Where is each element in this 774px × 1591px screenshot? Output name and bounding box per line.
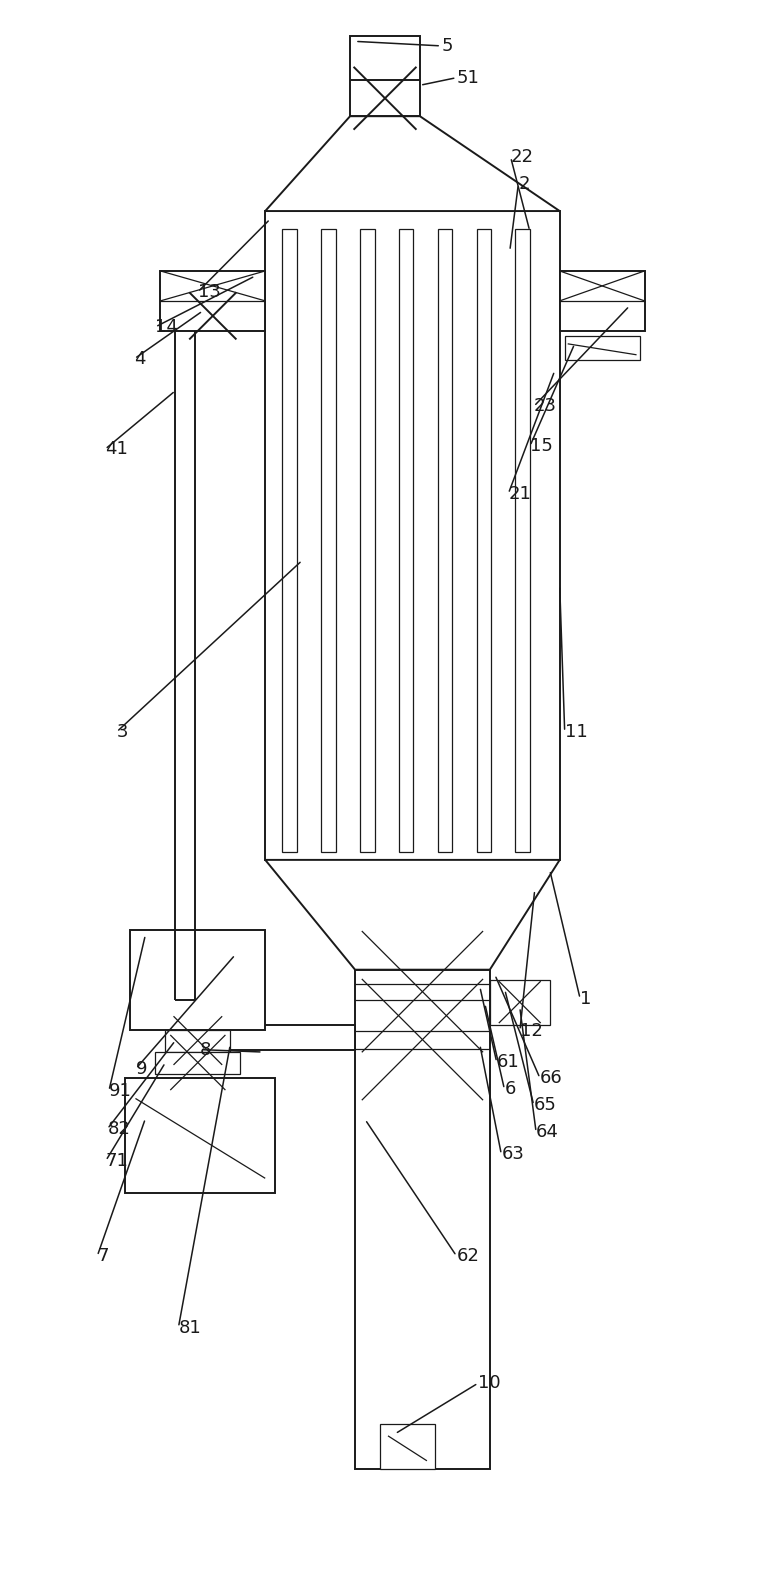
Text: 64: 64 <box>536 1123 559 1141</box>
Text: 71: 71 <box>106 1152 128 1169</box>
Text: 9: 9 <box>136 1060 147 1077</box>
Bar <box>170 1025 355 1050</box>
Text: 51: 51 <box>457 68 479 86</box>
Bar <box>360 229 375 851</box>
Text: 1: 1 <box>580 990 591 1007</box>
Polygon shape <box>265 116 560 212</box>
Text: 23: 23 <box>534 398 557 415</box>
Bar <box>156 1052 240 1074</box>
Bar <box>399 229 413 851</box>
Bar <box>350 37 420 116</box>
Text: 61: 61 <box>497 1053 519 1071</box>
Bar <box>265 212 560 859</box>
Text: 66: 66 <box>540 1069 563 1087</box>
Bar <box>437 229 452 851</box>
Bar <box>160 270 265 331</box>
Bar <box>565 336 639 360</box>
Bar <box>282 229 296 851</box>
Text: 81: 81 <box>178 1319 201 1336</box>
Text: 10: 10 <box>478 1375 501 1392</box>
Bar <box>125 1079 276 1193</box>
Text: 11: 11 <box>565 722 587 741</box>
Bar <box>490 980 550 1025</box>
Bar <box>131 929 265 1029</box>
Text: 6: 6 <box>505 1080 515 1098</box>
Bar <box>380 1424 435 1468</box>
Text: 14: 14 <box>156 318 178 336</box>
Bar <box>515 229 530 851</box>
Text: 13: 13 <box>197 283 221 301</box>
Bar <box>166 1029 231 1052</box>
Text: 2: 2 <box>519 175 530 193</box>
Polygon shape <box>265 859 560 969</box>
Text: 41: 41 <box>105 441 128 458</box>
Text: 65: 65 <box>534 1096 557 1114</box>
Text: 63: 63 <box>502 1146 524 1163</box>
Text: 22: 22 <box>511 148 533 165</box>
Text: 15: 15 <box>530 438 553 455</box>
Text: 8: 8 <box>200 1041 211 1058</box>
Text: 62: 62 <box>457 1247 479 1265</box>
Bar <box>320 229 336 851</box>
Bar <box>355 969 490 1468</box>
Text: 4: 4 <box>135 350 146 368</box>
Text: 3: 3 <box>117 722 128 741</box>
Bar <box>560 270 645 331</box>
Text: 12: 12 <box>520 1021 543 1039</box>
Text: 5: 5 <box>441 37 453 56</box>
Text: 7: 7 <box>98 1247 109 1265</box>
Text: 82: 82 <box>108 1120 130 1138</box>
Text: 21: 21 <box>509 485 531 503</box>
Text: 91: 91 <box>109 1082 132 1099</box>
Bar <box>477 229 491 851</box>
